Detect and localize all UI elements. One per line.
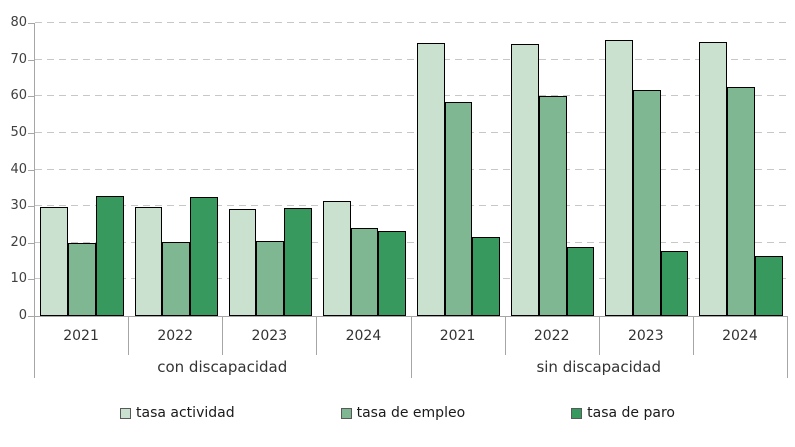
y-tick-mark	[28, 23, 34, 24]
y-tick-mark	[28, 316, 34, 317]
year-separator-line	[128, 317, 129, 355]
legend-swatch-icon	[571, 407, 583, 419]
bar-slot-2022-sin	[506, 23, 600, 316]
year-label-con-2023: 2023	[251, 327, 288, 344]
bar-tasa-de-paro-con-2021	[95, 196, 124, 316]
bar-tasa-de-paro-con-2022	[190, 197, 218, 316]
y-tick-mark	[28, 169, 34, 171]
bar-slot-2024-sin	[694, 23, 788, 316]
bar-tasa-de-empleo-sin-2023	[632, 90, 661, 316]
gridline-60	[35, 95, 788, 97]
bar-slot-2021-con	[35, 23, 129, 316]
gridline-30	[35, 205, 788, 207]
bars-container	[35, 23, 788, 316]
bar-slot-2024-con	[317, 23, 411, 316]
bar-slot-2023-con	[223, 23, 317, 316]
bar-tasa-de-empleo-sin-2024	[727, 87, 755, 316]
bar-tasa-actividad-sin-2021	[416, 43, 445, 316]
y-tick-mark	[28, 279, 34, 281]
y-tick-mark	[28, 206, 34, 208]
bar-slot-2021-sin	[412, 23, 506, 316]
plot-area	[34, 22, 788, 317]
bar-tasa-actividad-con-2021	[40, 207, 69, 316]
y-tick-mark	[28, 242, 34, 244]
year-separator-line	[222, 317, 223, 355]
bar-tasa-de-empleo-con-2023	[256, 241, 285, 316]
year-separator-line	[693, 317, 694, 355]
year-separator-line	[316, 317, 317, 355]
bar-tasa-de-empleo-con-2022	[162, 242, 191, 316]
x-axis-year-labels: 2021 2022 2023 2024 2021 2022 2023 2024	[34, 316, 787, 355]
year-label-sin-2022: 2022	[533, 327, 570, 344]
gridline-70	[35, 58, 788, 60]
bar-tasa-actividad-sin-2024	[699, 42, 728, 316]
bar-tasa-de-paro-sin-2024	[754, 256, 783, 316]
bar-tasa-de-empleo-con-2024	[350, 228, 379, 316]
group-label-1: sin discapacidad	[536, 357, 662, 376]
y-tick-label: 0	[18, 308, 27, 323]
bar-tasa-de-empleo-con-2021	[68, 243, 96, 316]
group-separator-line	[411, 317, 412, 378]
legend-swatch-icon	[340, 407, 352, 419]
bar-tasa-de-paro-sin-2022	[566, 247, 595, 316]
year-label-sin-2023: 2023	[627, 327, 664, 344]
legend-item-tasa-actividad: tasa actividad	[120, 405, 235, 421]
legend-label: tasa actividad	[136, 405, 235, 421]
bar-tasa-de-empleo-sin-2022	[538, 96, 567, 316]
bar-slot-2023-sin	[600, 23, 694, 316]
y-tick-label: 30	[10, 198, 27, 214]
bar-tasa-actividad-con-2024	[322, 201, 351, 316]
legend-swatch-icon	[120, 407, 132, 419]
bar-slot-2022-con	[129, 23, 223, 316]
y-tick-label: 60	[10, 88, 27, 104]
bar-tasa-de-paro-sin-2023	[660, 251, 689, 316]
legend-item-tasa-de-paro: tasa de paro	[571, 405, 675, 421]
gridline-50	[35, 131, 788, 133]
legend-label: tasa de empleo	[356, 405, 466, 421]
y-axis-ticks	[28, 23, 34, 317]
year-label-con-2022: 2022	[157, 327, 193, 344]
bar-tasa-actividad-con-2023	[228, 209, 257, 316]
gridline-40	[35, 168, 788, 170]
group-separator-line	[787, 317, 788, 378]
gridline-10	[35, 278, 788, 280]
bar-tasa-actividad-con-2022	[134, 207, 163, 316]
y-tick-mark	[28, 132, 34, 134]
bar-tasa-actividad-sin-2023	[605, 40, 633, 316]
legend: tasa actividad tasa de empleo tasa de paro	[0, 400, 795, 426]
gridline-20	[35, 241, 788, 243]
y-tick-mark	[28, 59, 34, 61]
y-tick-label: 10	[10, 271, 27, 287]
legend-label: tasa de paro	[587, 405, 675, 421]
y-tick-label: 80	[10, 15, 27, 30]
y-tick-label: 50	[10, 124, 27, 140]
year-label-con-2024: 2024	[345, 327, 382, 344]
year-label-sin-2021: 2021	[439, 327, 476, 344]
bar-tasa-de-paro-sin-2021	[472, 237, 501, 316]
year-separator-line	[505, 317, 506, 355]
y-tick-label: 40	[10, 161, 27, 177]
year-label-sin-2024: 2024	[722, 327, 758, 344]
bar-tasa-de-paro-con-2024	[378, 231, 407, 316]
group-separator-line	[34, 317, 35, 378]
x-axis-group-labels: con discapacidad sin discapacidad	[34, 355, 787, 378]
y-tick-label: 20	[10, 234, 27, 250]
group-label-0: con discapacidad	[157, 357, 288, 376]
bar-tasa-de-paro-con-2023	[284, 208, 312, 316]
y-axis-labels: 0 10 20 30 40 50 60 70 80	[0, 15, 27, 323]
bar-tasa-de-empleo-sin-2021	[444, 102, 473, 316]
legend-item-tasa-de-empleo: tasa de empleo	[340, 405, 466, 421]
year-separator-line	[599, 317, 600, 355]
bar-tasa-actividad-sin-2022	[511, 44, 539, 316]
gridline-80	[35, 22, 788, 23]
year-label-con-2021: 2021	[63, 327, 99, 344]
y-tick-mark	[28, 96, 34, 98]
y-tick-label: 70	[10, 51, 27, 67]
